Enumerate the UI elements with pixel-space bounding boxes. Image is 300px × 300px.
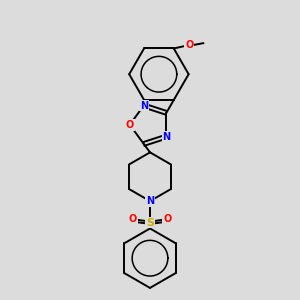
Text: N: N <box>146 196 154 206</box>
Text: S: S <box>146 218 154 227</box>
Text: O: O <box>163 214 171 224</box>
Text: N: N <box>140 100 148 110</box>
Text: N: N <box>162 132 170 142</box>
Text: O: O <box>185 40 194 50</box>
Text: O: O <box>129 214 137 224</box>
Text: O: O <box>126 120 134 130</box>
